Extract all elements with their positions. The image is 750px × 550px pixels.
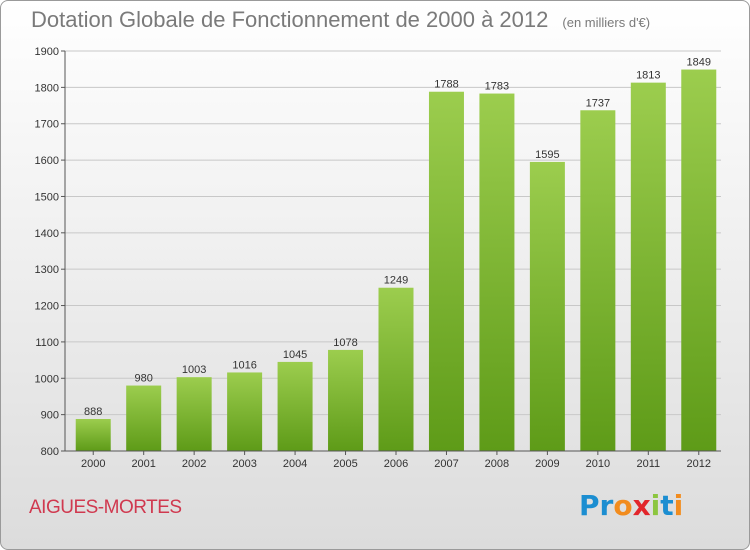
bar-2011 bbox=[630, 82, 666, 452]
chart-title-text: Dotation Globale de Fonctionnement de 20… bbox=[31, 7, 549, 32]
x-tick-label: 2000 bbox=[81, 458, 105, 470]
bar-2000 bbox=[75, 419, 111, 451]
x-tick-label: 2007 bbox=[434, 458, 458, 470]
bar-value-label: 980 bbox=[135, 373, 153, 385]
x-tick-label: 2012 bbox=[687, 458, 711, 470]
y-tick-label: 900 bbox=[41, 410, 59, 422]
bar-value-label: 1595 bbox=[535, 149, 559, 161]
bar-value-label: 1249 bbox=[384, 275, 408, 287]
x-tick-label: 2009 bbox=[535, 458, 559, 470]
bar-2008 bbox=[479, 93, 515, 451]
bar-2005 bbox=[328, 349, 364, 451]
y-tick-label: 1200 bbox=[35, 301, 59, 313]
bar-value-label: 1016 bbox=[232, 359, 256, 371]
x-tick-label: 2011 bbox=[636, 458, 660, 470]
bar-2012 bbox=[681, 69, 717, 451]
x-tick-label: 2004 bbox=[283, 458, 307, 470]
logo-letter: x bbox=[632, 489, 651, 522]
bar-2006 bbox=[378, 287, 414, 451]
bar-value-label: 1783 bbox=[485, 81, 509, 93]
y-tick-label: 1600 bbox=[35, 155, 59, 167]
bar-value-label: 888 bbox=[84, 406, 102, 418]
bar-2010 bbox=[580, 110, 616, 451]
bar-value-label: 1788 bbox=[434, 79, 458, 91]
logo-letter: r bbox=[599, 489, 614, 522]
bar-value-label: 1045 bbox=[283, 349, 307, 361]
bar-2009 bbox=[529, 161, 565, 451]
logo-letter: i bbox=[673, 489, 684, 522]
x-tick-label: 2006 bbox=[384, 458, 408, 470]
y-tick-label: 1100 bbox=[35, 337, 59, 349]
chart-unit: (en milliers d'€) bbox=[562, 15, 651, 30]
y-tick-label: 1300 bbox=[35, 264, 59, 276]
bar-2003 bbox=[227, 372, 263, 451]
y-tick-label: 1700 bbox=[35, 119, 59, 131]
bar-2007 bbox=[428, 91, 464, 452]
bar-2002 bbox=[176, 377, 212, 451]
x-tick-label: 2001 bbox=[131, 458, 155, 470]
bar-value-label: 1003 bbox=[182, 364, 206, 376]
x-tick-label: 2003 bbox=[232, 458, 256, 470]
bar-value-label: 1078 bbox=[333, 337, 357, 349]
axes: 800 900 1000 1100 1200 1300 1400 1500 1600 1700 18… bbox=[35, 46, 721, 470]
y-tick-label: 800 bbox=[41, 446, 59, 458]
bar-2004 bbox=[277, 361, 313, 451]
logo-letter: P bbox=[579, 489, 600, 522]
bar-value-label: 1813 bbox=[636, 70, 660, 82]
bar-value-label: 1849 bbox=[687, 57, 711, 69]
chart-title: Dotation Globale de Fonctionnement de 20… bbox=[31, 7, 650, 33]
logo-letter: t bbox=[660, 489, 674, 522]
y-tick-label: 1000 bbox=[35, 373, 59, 385]
bars: 888 980 1003 1016 1045 1078 1249 1788 1783 1595 17… bbox=[75, 57, 717, 452]
x-tick-label: 2002 bbox=[182, 458, 206, 470]
x-tick-label: 2005 bbox=[333, 458, 357, 470]
logo-letter: i bbox=[650, 489, 661, 522]
x-tick-label: 2010 bbox=[586, 458, 610, 470]
commune-name: AIGUES-MORTES bbox=[29, 497, 182, 518]
y-tick-label: 1800 bbox=[35, 82, 59, 94]
y-tick-label: 1400 bbox=[35, 228, 59, 240]
proxiti-logo: Proxiti bbox=[579, 489, 683, 522]
y-tick-label: 1500 bbox=[35, 191, 59, 203]
x-tick-label: 2008 bbox=[485, 458, 509, 470]
bar-2001 bbox=[126, 385, 162, 451]
y-tick-label: 1900 bbox=[35, 46, 59, 58]
bar-value-label: 1737 bbox=[586, 97, 610, 109]
logo-letter: o bbox=[613, 489, 633, 522]
